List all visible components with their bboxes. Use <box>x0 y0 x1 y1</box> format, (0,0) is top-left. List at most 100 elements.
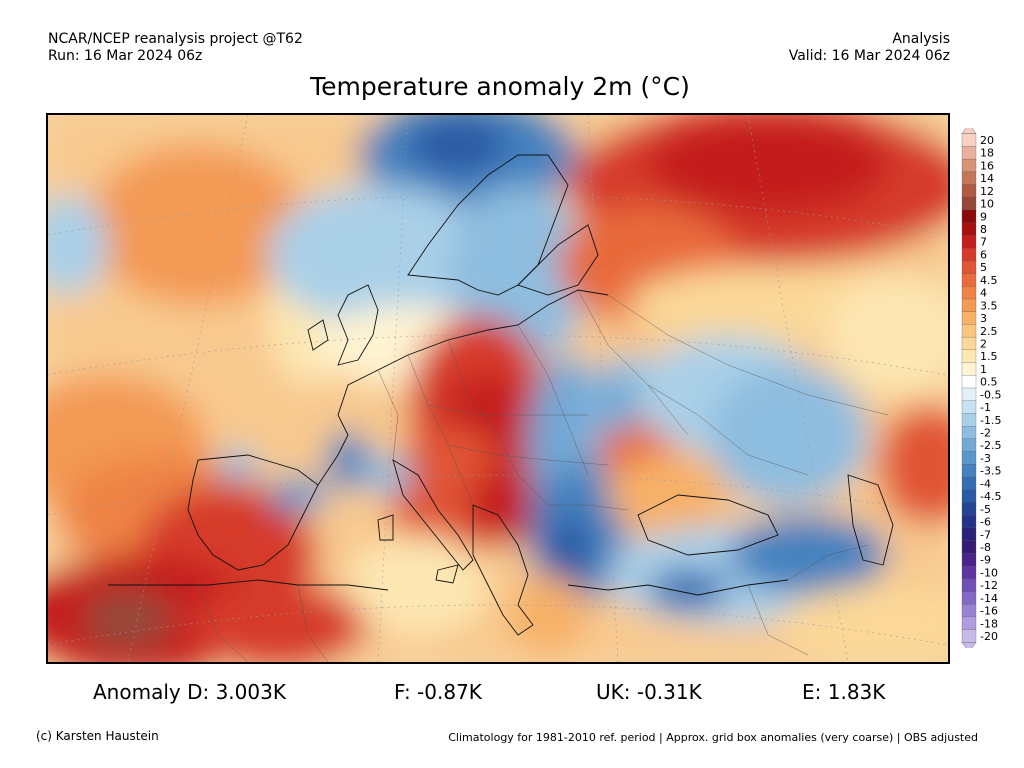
legend-swatch <box>961 604 977 618</box>
legend-swatch <box>961 260 977 275</box>
legend-label: 2.5 <box>980 325 998 338</box>
legend-label: 5 <box>980 261 987 274</box>
legend-label: 16 <box>980 159 994 172</box>
legend-swatch <box>961 489 977 504</box>
legend-label: 1.5 <box>980 350 998 363</box>
anomaly-map <box>46 113 950 664</box>
legend-cap-bottom <box>961 642 977 648</box>
legend-label: 2 <box>980 337 987 350</box>
legend-label: -4.5 <box>980 490 1001 503</box>
legend-swatch <box>961 298 977 313</box>
legend-label: 0.5 <box>980 376 998 389</box>
legend-swatch <box>961 158 977 173</box>
legend-swatch <box>961 553 977 567</box>
analysis-label: Analysis <box>892 31 950 47</box>
legend-swatch <box>961 184 977 198</box>
legend-label: 12 <box>980 185 994 198</box>
legend-label: -0.5 <box>980 388 1001 401</box>
legend-label: -14 <box>980 592 998 605</box>
legend-label: 14 <box>980 172 994 185</box>
legend-swatch <box>961 222 977 236</box>
legend-label: -20 <box>980 630 998 643</box>
legend-label: -5 <box>980 503 991 516</box>
stat-spain: E: 1.83K <box>802 680 886 704</box>
legend-label: 6 <box>980 248 987 261</box>
legend-swatch <box>961 336 977 351</box>
legend-label: 1 <box>980 363 987 376</box>
legend-swatch <box>961 171 977 186</box>
legend-label: -3 <box>980 452 991 465</box>
legend-swatch <box>961 146 977 160</box>
coastlines <box>108 154 894 636</box>
run-time: Run: 16 Mar 2024 06z <box>48 48 203 64</box>
legend-cap-top <box>961 128 977 134</box>
valid-time: Valid: 16 Mar 2024 06z <box>788 48 950 64</box>
legend-swatch <box>961 324 977 338</box>
legend-label: 4.5 <box>980 274 998 287</box>
legend-swatch <box>961 247 977 262</box>
map-canvas <box>48 115 948 662</box>
legend-swatch <box>961 209 977 224</box>
stat-germany: Anomaly D: 3.003K <box>93 680 286 704</box>
legend-label: 8 <box>980 223 987 236</box>
valid-info: Analysis Valid: 16 Mar 2024 06z <box>789 31 950 65</box>
legend-label: 9 <box>980 210 987 223</box>
legend-swatch <box>961 362 977 376</box>
legend-swatch <box>961 515 977 529</box>
climatology-note: Climatology for 1981-2010 ref. period | … <box>448 731 978 744</box>
legend-swatch <box>961 273 977 287</box>
legend-label: 3 <box>980 312 987 325</box>
legend-canvas: 201816141210987654.543.532.521.510.5-0.5… <box>961 128 1001 648</box>
map-title: Temperature anomaly 2m (°C) <box>310 72 690 101</box>
legend-swatch <box>961 438 977 453</box>
legend-label: 10 <box>980 198 994 211</box>
copyright: (c) Karsten Haustein <box>36 729 159 743</box>
stat-france: F: -0.87K <box>394 680 482 704</box>
legend-swatch <box>961 464 977 478</box>
legend-label: -9 <box>980 554 991 567</box>
legend-label: 4 <box>980 287 987 300</box>
legend-swatch <box>961 413 977 427</box>
legend-label: -7 <box>980 528 991 541</box>
legend-label: -6 <box>980 516 991 529</box>
graticule <box>48 115 948 662</box>
legend-swatch <box>961 387 977 402</box>
legend-swatch <box>961 375 977 389</box>
legend-swatch <box>961 425 977 440</box>
borders <box>197 289 889 662</box>
legend-swatch <box>961 286 977 300</box>
legend-label: -2 <box>980 427 991 440</box>
legend-label: -1.5 <box>980 414 1001 427</box>
legend-label: 18 <box>980 147 994 160</box>
legend-swatch <box>961 502 977 516</box>
legend-swatch <box>961 616 977 631</box>
legend-label: 7 <box>980 236 987 249</box>
legend-label: -12 <box>980 579 998 592</box>
anomaly-field <box>48 115 948 662</box>
color-legend: 20 18 16 14 12 10 9 8 7 6 5 4.5 4 3.5 3 2.5 2 1.5 1 0.5 -0.5… <box>958 128 1024 648</box>
model-name: NCAR/NCEP reanalysis project @T62 <box>48 31 303 47</box>
stat-uk: UK: -0.31K <box>596 680 702 704</box>
legend-swatch <box>961 400 977 414</box>
legend-label: 3.5 <box>980 299 998 312</box>
legend-swatch <box>961 591 977 605</box>
legend-swatch <box>961 629 977 643</box>
legend-label: -2.5 <box>980 439 1001 452</box>
run-info: NCAR/NCEP reanalysis project @T62 Run: 1… <box>48 31 303 65</box>
legend-label: 20 <box>980 134 994 147</box>
legend-swatch <box>961 578 977 593</box>
legend-label: -8 <box>980 541 991 554</box>
legend-swatch <box>961 527 977 542</box>
legend-label: -18 <box>980 617 998 630</box>
legend-label: -1 <box>980 401 991 414</box>
legend-label: -4 <box>980 477 991 490</box>
legend-swatch <box>961 540 977 554</box>
legend-swatch <box>961 349 977 364</box>
legend-swatch <box>961 235 977 249</box>
legend-label: -16 <box>980 605 998 618</box>
legend-swatch <box>961 311 977 325</box>
legend-swatch <box>961 476 977 491</box>
legend-label: -10 <box>980 566 998 579</box>
legend-swatch <box>961 133 977 147</box>
legend-swatch <box>961 197 977 211</box>
